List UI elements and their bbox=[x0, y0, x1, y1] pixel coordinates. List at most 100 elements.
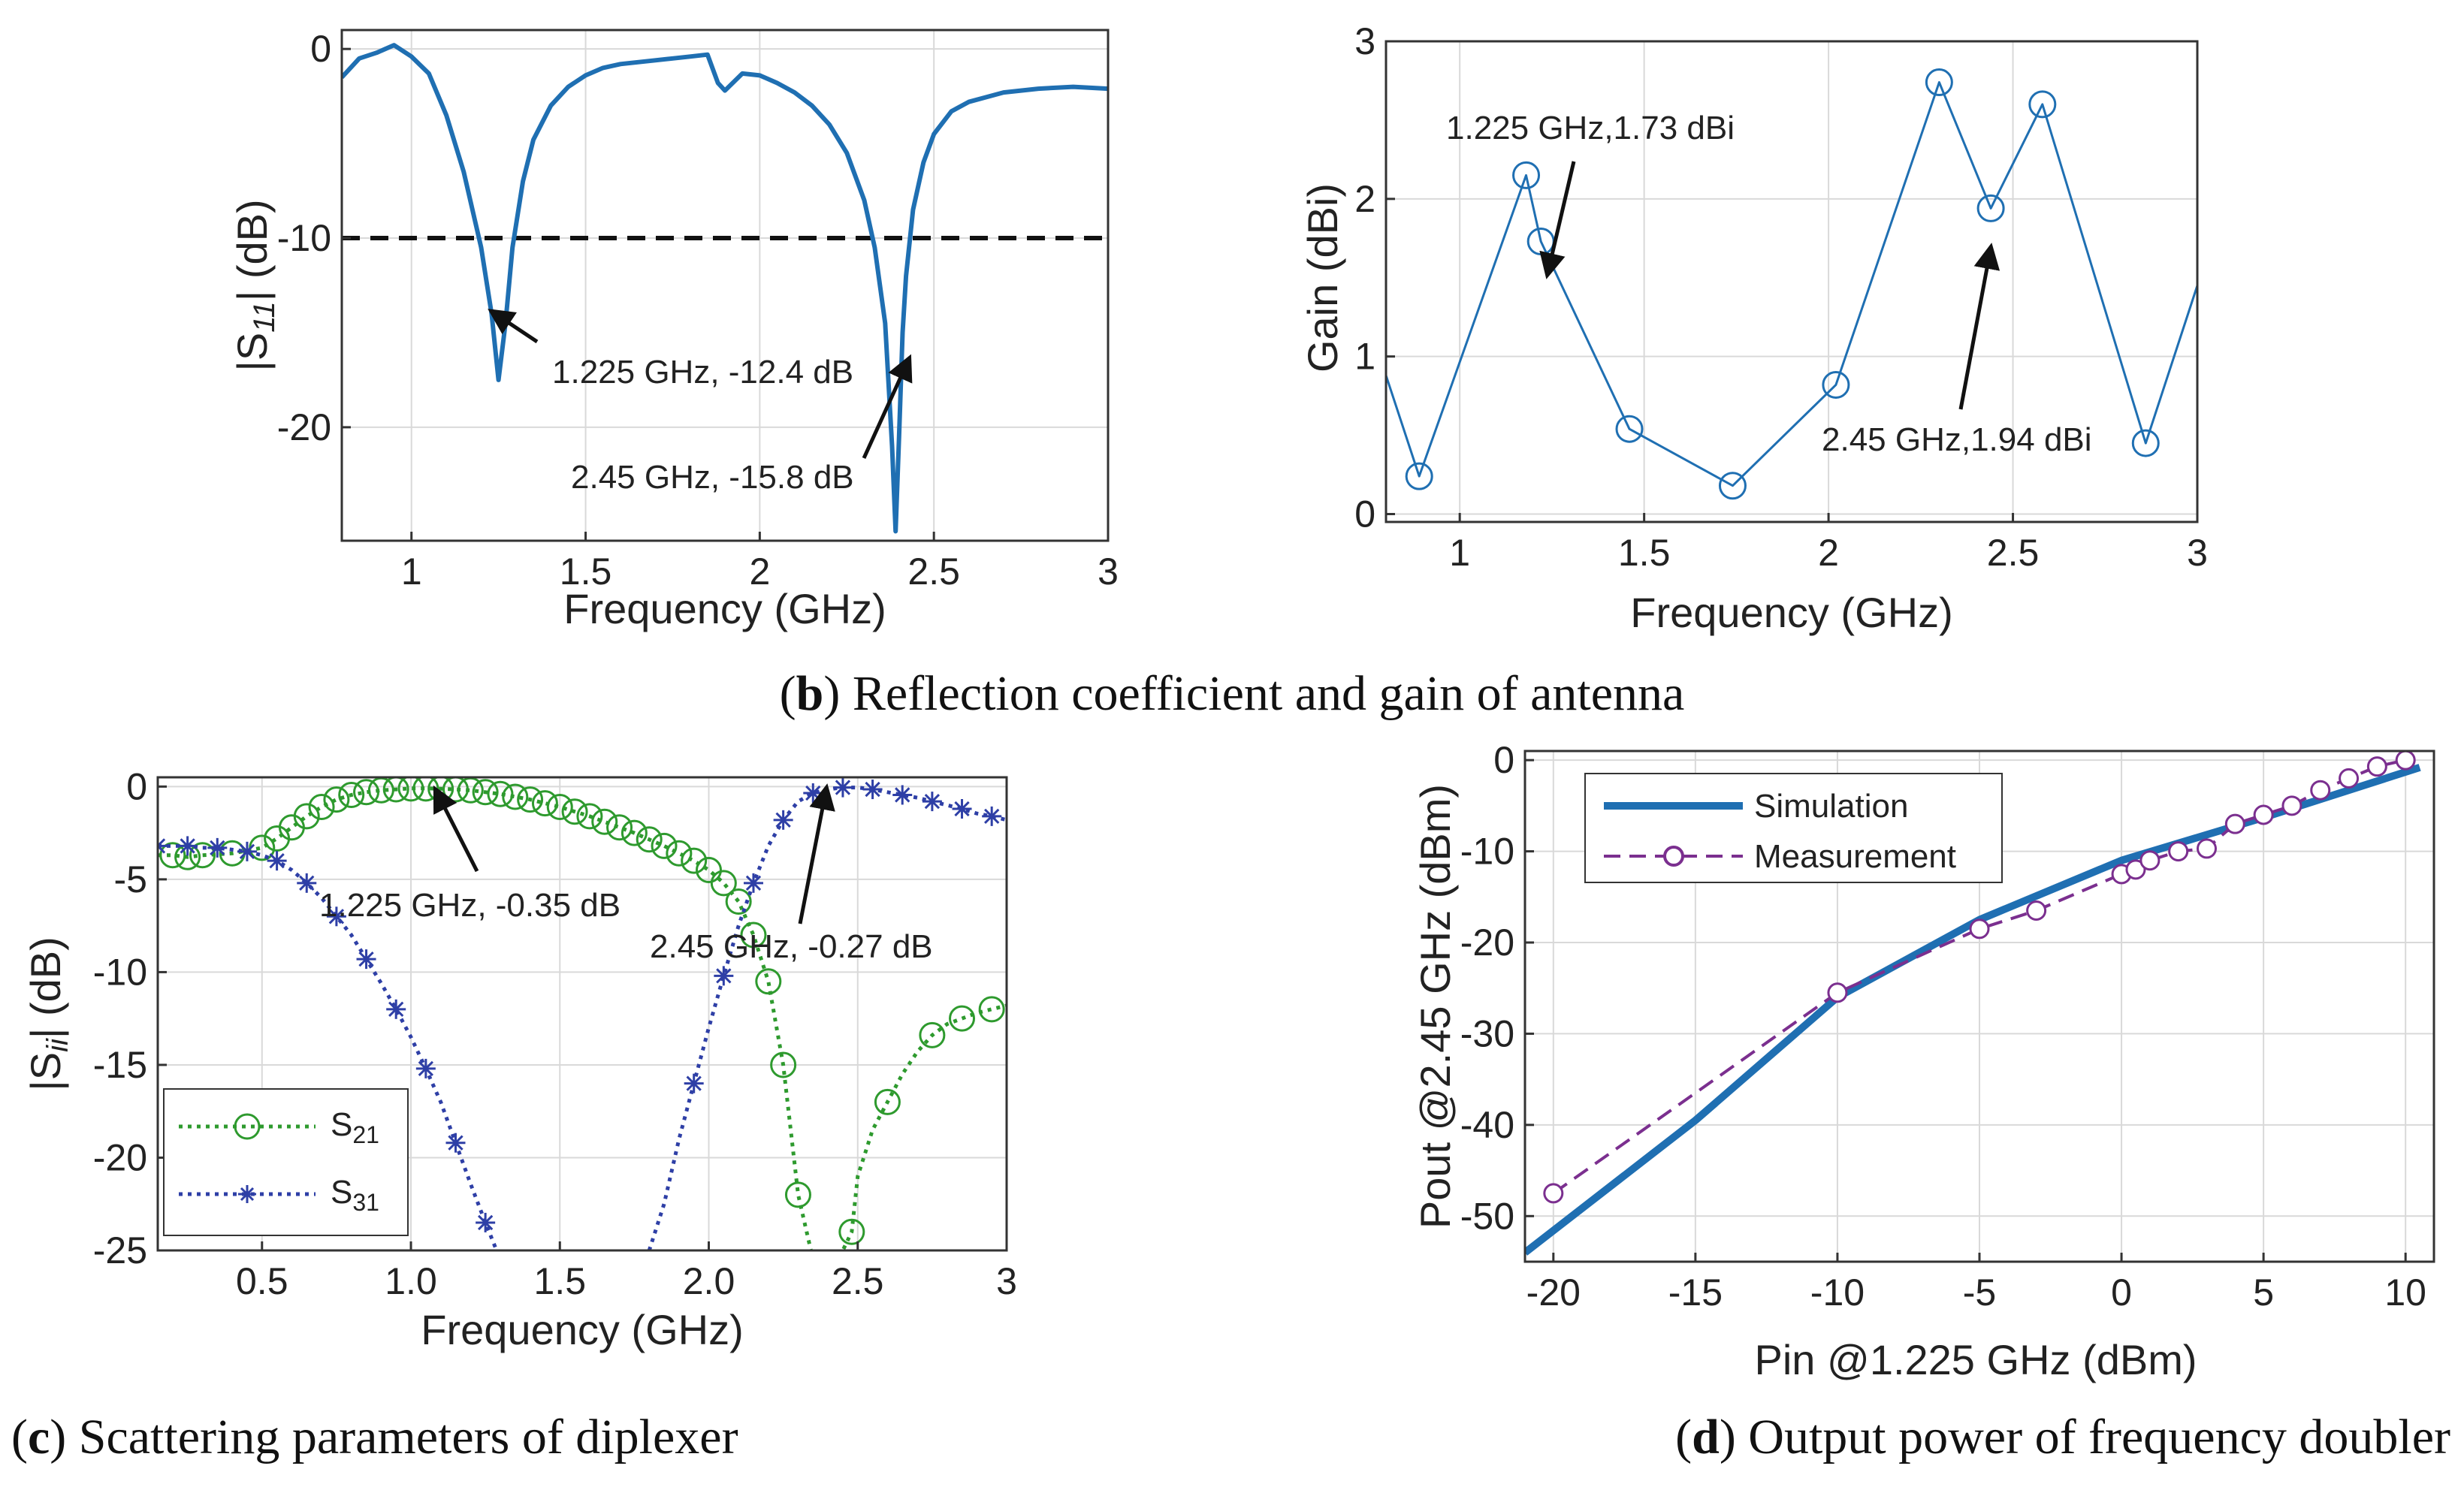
data-point-measurement bbox=[2125, 859, 2146, 880]
star-stroke bbox=[477, 1214, 494, 1231]
y-tick-label: -20 bbox=[93, 1136, 147, 1178]
x-tick-label: -20 bbox=[1526, 1271, 1581, 1314]
y-ticks-doubler: 0 -10 -20 -30 -40 -50 bbox=[1460, 739, 1534, 1237]
data-point-gain bbox=[2028, 90, 2057, 119]
chart-gain: 1 1.5 2 2.5 3 0 1 2 3 Frequency (GHz) Gain (dBi… bbox=[1299, 20, 2208, 636]
annotation-arrow bbox=[488, 309, 539, 344]
x-tick-label: 1.5 bbox=[534, 1260, 587, 1302]
data-point-s31 bbox=[892, 785, 913, 805]
y-axis-label: Pout @2.45 GHz (dBm) bbox=[1412, 784, 1459, 1229]
star-stroke bbox=[388, 1001, 404, 1017]
x-tick-label: 2.5 bbox=[1987, 532, 2040, 574]
x-tick-label: -10 bbox=[1810, 1271, 1865, 1314]
x-tick-label: 1 bbox=[401, 550, 422, 593]
data-point-s21 bbox=[755, 968, 782, 995]
star-stroke bbox=[328, 909, 345, 924]
legend-label-s21: S21 bbox=[331, 1106, 379, 1148]
data-point-s31 bbox=[386, 999, 406, 1019]
y-ticks-gain: 0 1 2 3 bbox=[1354, 20, 1395, 535]
y-tick-label: -30 bbox=[1460, 1012, 1514, 1054]
y-tick-label: -5 bbox=[114, 858, 147, 900]
data-point-s31 bbox=[714, 966, 734, 986]
x-tick-label: 1.5 bbox=[560, 550, 612, 593]
legend-marker-measurement bbox=[1663, 846, 1684, 867]
star-stroke bbox=[924, 793, 941, 810]
star-stroke bbox=[418, 1060, 434, 1077]
data-point-measurement bbox=[1827, 982, 1848, 1003]
x-tick-label: 3 bbox=[2187, 532, 2208, 574]
data-point-s21 bbox=[591, 808, 618, 835]
x-ticks-diplexer: 0.5 1.0 1.5 2.0 2.5 3 bbox=[236, 1241, 1017, 1302]
data-point-s21 bbox=[487, 780, 514, 807]
star-stroke bbox=[716, 968, 732, 984]
data-point-s31 bbox=[207, 837, 228, 858]
y-tick-label: 1 bbox=[1354, 336, 1375, 378]
data-point-s31 bbox=[506, 1287, 525, 1307]
data-point-s31 bbox=[326, 906, 346, 927]
star-stroke bbox=[158, 844, 166, 854]
data-point-s31 bbox=[773, 810, 793, 830]
data-point-measurement bbox=[2281, 795, 2302, 816]
y-tick-label: 3 bbox=[1354, 20, 1375, 62]
data-point-s21 bbox=[919, 1021, 946, 1048]
x-tick-label: 1.5 bbox=[1618, 532, 1671, 574]
star-stroke bbox=[210, 840, 225, 856]
annotation-label: 1.225 GHz, -0.35 dB bbox=[319, 887, 621, 924]
data-point-s21 bbox=[606, 814, 633, 841]
data-point-s21 bbox=[978, 996, 1005, 1023]
star-stroke bbox=[984, 808, 1000, 825]
plot-frame bbox=[340, 29, 1110, 542]
x-tick-label: 5 bbox=[2253, 1271, 2274, 1314]
annotation-arrow bbox=[1539, 161, 1576, 279]
star-stroke bbox=[895, 787, 910, 803]
data-point-s31 bbox=[158, 836, 168, 856]
data-point-measurement bbox=[2197, 838, 2217, 859]
data-point-s31 bbox=[177, 836, 198, 856]
y-tick-label: -20 bbox=[1460, 921, 1514, 964]
y-tick-label: -40 bbox=[1460, 1104, 1514, 1146]
annotation-label: 1.225 GHz,1.73 dBi bbox=[1446, 110, 1735, 146]
y-ticks-diplexer: 0 -5 -10 -15 -20 -25 bbox=[93, 765, 167, 1271]
x-axis-label: Frequency (GHz) bbox=[563, 585, 886, 632]
y-tick-label: 0 bbox=[1493, 739, 1514, 781]
y-tick-label: 2 bbox=[1354, 178, 1375, 220]
data-point-s21 bbox=[531, 790, 558, 817]
data-point-s31 bbox=[237, 841, 257, 861]
data-point-gain bbox=[1615, 415, 1644, 443]
caption-c: (c) Scattering parameters of diplexer bbox=[11, 1410, 738, 1464]
x-tick-label: 10 bbox=[2384, 1271, 2426, 1314]
star-stroke bbox=[865, 781, 880, 798]
star-stroke bbox=[835, 780, 851, 795]
x-axis-label: Frequency (GHz) bbox=[1630, 589, 1952, 636]
star-stroke bbox=[358, 951, 374, 967]
x-tick-label: 0 bbox=[2111, 1271, 2132, 1314]
x-ticks-gain: 1 1.5 2 2.5 3 bbox=[1449, 513, 2208, 574]
data-point-measurement bbox=[2253, 804, 2274, 825]
data-point-s21 bbox=[353, 779, 380, 806]
data-point-s21 bbox=[576, 803, 603, 830]
data-point-s31 bbox=[445, 1133, 466, 1153]
y-tick-label: 0 bbox=[126, 765, 147, 807]
data-point-s31 bbox=[267, 851, 287, 871]
y-tick-label: -10 bbox=[1460, 831, 1514, 873]
data-point-measurement bbox=[2168, 841, 2189, 862]
y-tick-label: 0 bbox=[1354, 493, 1375, 535]
legend-label-simulation: Simulation bbox=[1754, 788, 1908, 825]
series-gain bbox=[1386, 68, 2197, 500]
annotation-arrow bbox=[862, 354, 913, 460]
star-stroke bbox=[954, 801, 970, 817]
data-point-s21 bbox=[636, 826, 663, 853]
data-point-s21 bbox=[666, 840, 693, 867]
data-point-s31 bbox=[356, 949, 376, 970]
data-point-s21 bbox=[561, 798, 588, 825]
y-tick-label: -50 bbox=[1460, 1195, 1514, 1237]
x-ticks-doubler: -20 -15 -10 -5 0 5 10 bbox=[1526, 1253, 2426, 1314]
data-point-s21 bbox=[725, 888, 752, 915]
caption-d: (d) Output power of frequency doubler bbox=[1675, 1410, 2450, 1464]
data-point-s31 bbox=[297, 873, 317, 893]
legend-label-measurement: Measurement bbox=[1754, 838, 1956, 875]
data-point-measurement bbox=[2339, 768, 2360, 789]
star-stroke bbox=[686, 1075, 702, 1091]
